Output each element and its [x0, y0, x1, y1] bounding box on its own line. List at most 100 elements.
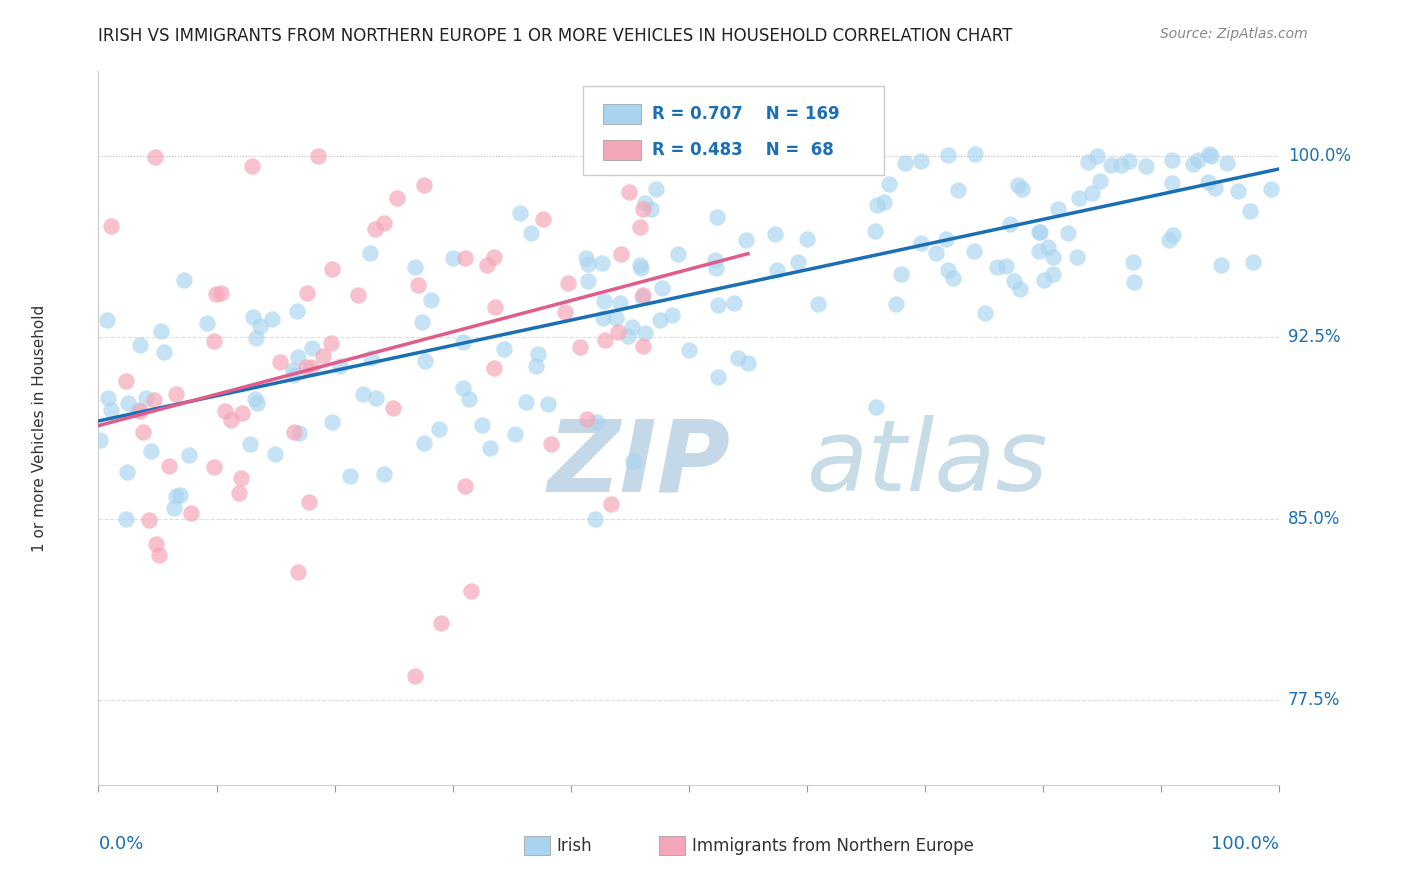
Point	[329, 359, 352, 374]
Point	[1161, 153, 1184, 167]
Point	[430, 615, 453, 630]
Text: atlas: atlas	[807, 416, 1049, 512]
Point	[766, 262, 789, 277]
Point	[578, 257, 600, 271]
Point	[537, 397, 560, 411]
Point	[963, 244, 986, 259]
Point	[1090, 173, 1112, 187]
FancyBboxPatch shape	[523, 837, 550, 855]
Point	[986, 260, 1008, 275]
Point	[1028, 225, 1050, 239]
Point	[606, 151, 628, 165]
Point	[1122, 275, 1144, 289]
Point	[1239, 203, 1261, 218]
Point	[245, 330, 267, 344]
Point	[890, 267, 912, 281]
Point	[519, 227, 541, 241]
Point	[458, 392, 481, 406]
Point	[287, 425, 309, 440]
Point	[576, 411, 599, 425]
Point	[364, 222, 387, 236]
Point	[141, 444, 163, 458]
Point	[995, 259, 1018, 273]
Point	[1122, 254, 1144, 268]
Text: 100.0%: 100.0%	[1212, 835, 1279, 853]
Point	[1008, 282, 1031, 296]
Point	[509, 206, 531, 220]
Point	[1042, 250, 1064, 264]
Point	[214, 404, 236, 418]
Point	[454, 479, 477, 493]
Point	[610, 247, 633, 261]
Point	[285, 304, 308, 318]
Point	[531, 211, 554, 226]
Point	[477, 258, 499, 272]
Point	[1007, 178, 1029, 193]
Point	[873, 195, 896, 210]
Point	[942, 271, 965, 285]
Point	[630, 260, 652, 275]
Point	[404, 669, 426, 683]
Point	[610, 148, 633, 162]
Point	[96, 313, 118, 327]
Point	[910, 236, 932, 251]
Point	[115, 465, 138, 479]
Point	[1047, 202, 1070, 216]
Point	[129, 338, 152, 352]
Point	[910, 154, 932, 169]
Point	[623, 151, 645, 165]
Point	[1161, 176, 1184, 190]
Point	[219, 413, 242, 427]
Point	[117, 395, 139, 409]
Point	[339, 469, 361, 483]
Point	[1118, 154, 1140, 169]
Point	[1135, 160, 1157, 174]
Point	[973, 305, 995, 319]
Point	[243, 392, 266, 406]
Point	[592, 311, 614, 326]
Point	[1181, 157, 1204, 171]
Point	[704, 253, 727, 268]
Point	[606, 325, 628, 339]
Point	[787, 254, 810, 268]
Point	[262, 311, 284, 326]
Point	[628, 259, 651, 273]
Point	[796, 232, 818, 246]
Point	[321, 335, 343, 350]
Point	[454, 251, 477, 265]
Point	[287, 565, 309, 579]
Point	[605, 310, 627, 325]
Point	[645, 157, 668, 171]
Point	[209, 286, 232, 301]
Point	[540, 437, 562, 451]
Point	[679, 147, 702, 161]
Text: 85.0%: 85.0%	[1288, 510, 1340, 528]
Point	[1216, 156, 1239, 170]
Point	[406, 277, 429, 292]
Point	[706, 210, 728, 224]
Point	[419, 293, 441, 307]
Point	[863, 224, 886, 238]
Point	[735, 233, 758, 247]
Point	[666, 246, 689, 260]
Point	[936, 263, 959, 277]
Point	[1199, 149, 1222, 163]
Point	[527, 346, 550, 360]
Point	[382, 401, 405, 415]
Point	[515, 395, 537, 409]
Point	[609, 295, 631, 310]
Point	[796, 158, 818, 172]
Point	[484, 300, 506, 314]
Point	[295, 286, 318, 301]
Point	[242, 310, 264, 324]
Point	[1081, 186, 1104, 201]
Point	[866, 198, 889, 212]
Point	[451, 381, 474, 395]
Point	[1069, 191, 1091, 205]
Point	[157, 459, 180, 474]
Point	[631, 287, 654, 301]
Point	[640, 202, 662, 217]
Point	[347, 288, 370, 302]
Point	[617, 185, 640, 199]
Point	[1161, 228, 1184, 243]
